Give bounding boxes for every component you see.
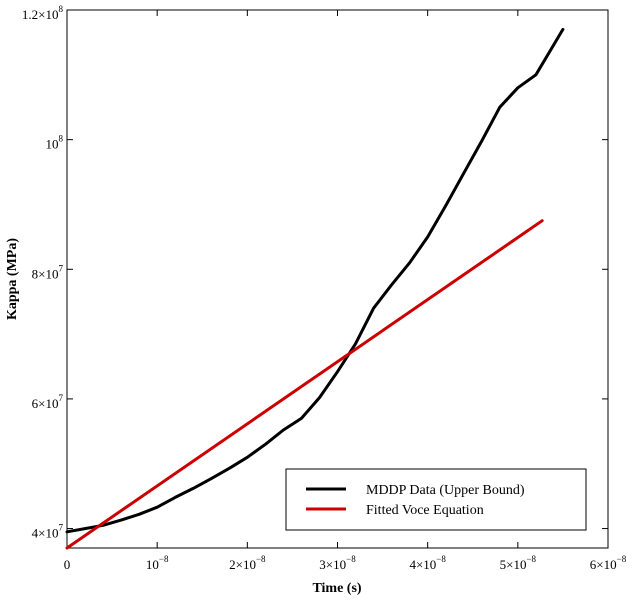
y-tick-label: 108 xyxy=(46,134,64,152)
series-line-mddp xyxy=(65,27,565,534)
series-lines xyxy=(65,27,565,550)
legend-box xyxy=(285,468,587,531)
y-tick-label: 1.2×108 xyxy=(22,4,64,22)
x-tick-label: 4×10−8 xyxy=(409,554,446,572)
x-axis-ticks: 0 10−8 2×10−8 3×10−8 4×10−8 5×10−8 6×10−8 xyxy=(64,10,627,572)
series-line-voce xyxy=(65,219,544,550)
y-tick-label: 8×107 xyxy=(32,263,64,281)
y-axis-title: Kappa (MPa) xyxy=(5,238,20,320)
x-tick-label: 2×10−8 xyxy=(229,554,266,572)
x-axis-title: Time (s) xyxy=(312,581,361,596)
x-tick-label: 0 xyxy=(64,557,71,572)
plot-frame xyxy=(66,9,609,549)
x-tick-label: 5×10−8 xyxy=(500,554,537,572)
legend: MDDP Data (Upper Bound) Fitted Voce Equa… xyxy=(285,468,587,531)
y-axis-ticks: 4×107 6×107 8×107 108 1.2×108 xyxy=(22,4,608,541)
y-tick-label: 6×107 xyxy=(32,393,64,411)
legend-label-mddp: MDDP Data (Upper Bound) xyxy=(366,483,525,498)
legend-label-voce: Fitted Voce Equation xyxy=(366,503,484,518)
y-tick-label: 4×107 xyxy=(32,523,64,541)
x-tick-label: 10−8 xyxy=(146,554,169,572)
x-tick-label: 6×10−8 xyxy=(590,554,627,572)
x-tick-label: 3×10−8 xyxy=(319,554,356,572)
